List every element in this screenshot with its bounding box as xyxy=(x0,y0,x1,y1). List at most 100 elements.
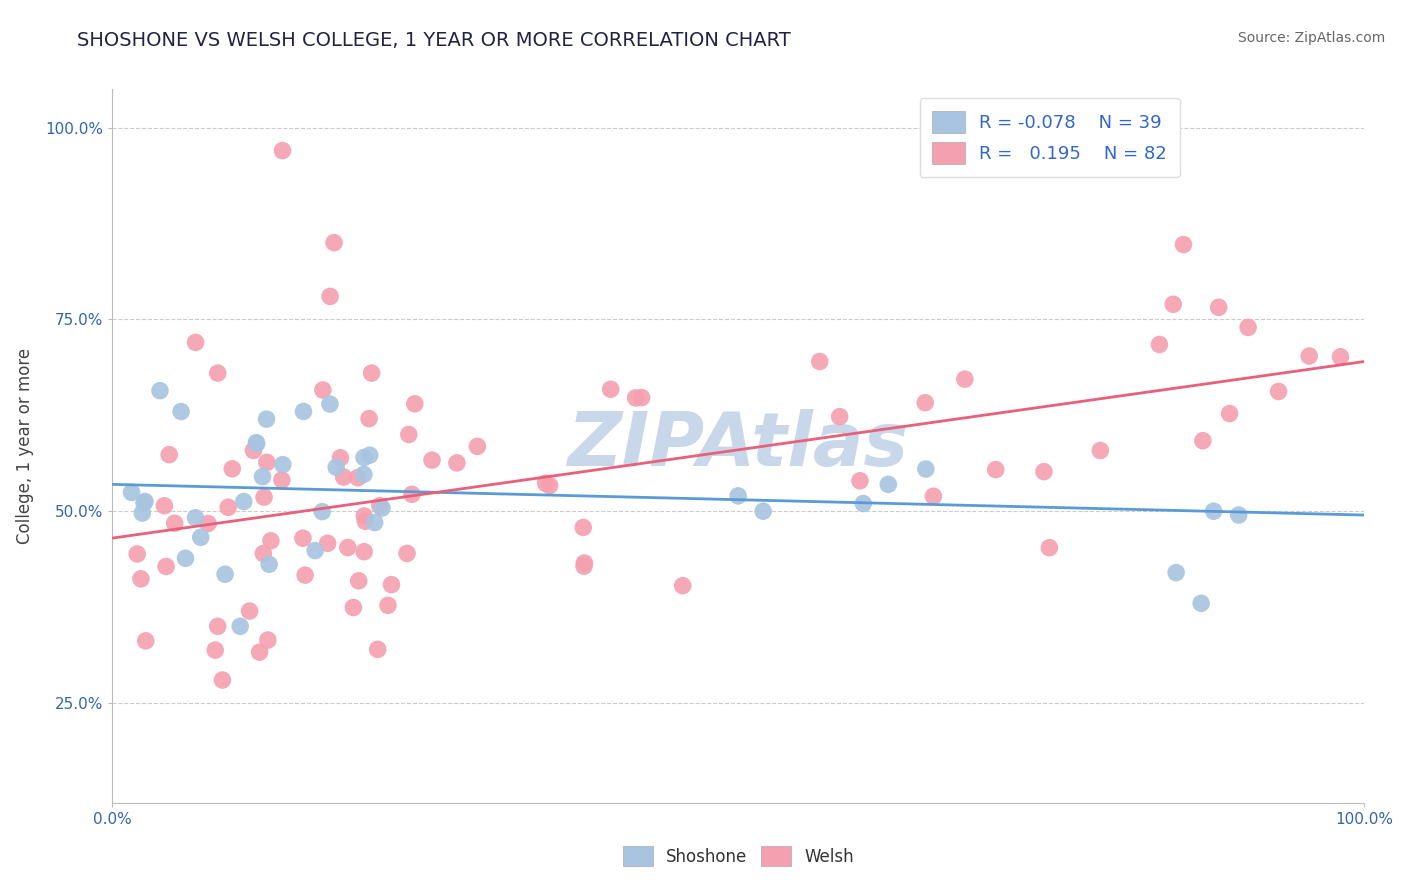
Point xyxy=(1161,297,1184,311)
Point xyxy=(229,619,252,633)
Point xyxy=(256,412,278,426)
Point xyxy=(1164,566,1187,580)
Point xyxy=(371,501,394,516)
Point xyxy=(131,506,153,520)
Point xyxy=(1329,350,1351,364)
Point xyxy=(630,391,652,405)
Point xyxy=(360,366,382,380)
Point xyxy=(207,366,229,380)
Point xyxy=(252,469,274,483)
Point xyxy=(253,490,276,504)
Point xyxy=(121,485,143,500)
Point xyxy=(256,455,278,469)
Y-axis label: College, 1 year or more: College, 1 year or more xyxy=(17,348,34,544)
Point xyxy=(467,439,489,453)
Point xyxy=(323,235,346,250)
Point xyxy=(1189,596,1212,610)
Point xyxy=(1032,465,1054,479)
Point xyxy=(727,489,749,503)
Point xyxy=(1173,237,1195,252)
Point xyxy=(914,395,936,409)
Point xyxy=(953,372,976,386)
Point xyxy=(398,427,420,442)
Point xyxy=(232,494,254,508)
Point xyxy=(1298,349,1320,363)
Point xyxy=(291,531,314,545)
Point xyxy=(245,435,267,450)
Point xyxy=(155,559,177,574)
Point xyxy=(420,453,443,467)
Point xyxy=(984,462,1007,476)
Point xyxy=(157,448,180,462)
Text: SHOSHONE VS WELSH COLLEGE, 1 YEAR OR MORE CORRELATION CHART: SHOSHONE VS WELSH COLLEGE, 1 YEAR OR MOR… xyxy=(77,31,792,50)
Point xyxy=(304,543,326,558)
Point xyxy=(211,673,233,687)
Point xyxy=(353,508,375,523)
Point xyxy=(163,516,186,531)
Point xyxy=(135,633,157,648)
Point xyxy=(170,404,193,418)
Point xyxy=(1191,434,1213,448)
Point xyxy=(1219,407,1241,421)
Point xyxy=(1267,384,1289,399)
Point xyxy=(367,642,389,657)
Point xyxy=(316,536,339,550)
Point xyxy=(852,497,875,511)
Point xyxy=(184,510,207,524)
Point xyxy=(271,144,294,158)
Point xyxy=(242,443,264,458)
Point xyxy=(808,354,831,368)
Point xyxy=(368,499,391,513)
Point xyxy=(252,546,274,560)
Point xyxy=(184,335,207,350)
Point xyxy=(446,456,468,470)
Point xyxy=(624,391,647,405)
Legend: Shoshone, Welsh: Shoshone, Welsh xyxy=(616,839,860,873)
Point xyxy=(1227,508,1250,522)
Point xyxy=(401,487,423,501)
Point xyxy=(354,514,377,528)
Point xyxy=(127,547,149,561)
Point xyxy=(217,500,239,515)
Point xyxy=(294,568,316,582)
Point xyxy=(149,384,172,398)
Point xyxy=(1038,541,1060,555)
Point xyxy=(572,520,595,534)
Point xyxy=(239,604,262,618)
Point xyxy=(319,397,342,411)
Point xyxy=(915,462,938,476)
Point xyxy=(319,289,342,303)
Point xyxy=(271,458,294,472)
Point xyxy=(1208,301,1230,315)
Point xyxy=(174,551,197,566)
Point xyxy=(534,476,557,491)
Point xyxy=(353,544,375,558)
Point xyxy=(342,600,364,615)
Point xyxy=(353,467,375,482)
Point xyxy=(190,530,212,544)
Point xyxy=(332,470,354,484)
Point xyxy=(292,404,315,418)
Point xyxy=(329,450,352,465)
Point xyxy=(752,504,775,518)
Point xyxy=(347,574,370,588)
Point xyxy=(359,411,381,425)
Text: Source: ZipAtlas.com: Source: ZipAtlas.com xyxy=(1237,31,1385,45)
Point xyxy=(572,559,595,574)
Text: ZIPAtlas: ZIPAtlas xyxy=(568,409,908,483)
Point xyxy=(207,619,229,633)
Point xyxy=(204,643,226,657)
Point xyxy=(380,577,402,591)
Point xyxy=(538,478,561,492)
Point xyxy=(129,572,152,586)
Point xyxy=(249,645,271,659)
Point xyxy=(359,448,381,462)
Point xyxy=(363,516,385,530)
Point xyxy=(849,474,872,488)
Point xyxy=(1237,320,1260,334)
Point xyxy=(311,505,333,519)
Point xyxy=(1090,443,1112,458)
Point xyxy=(257,558,280,572)
Point xyxy=(922,489,945,503)
Point xyxy=(672,579,695,593)
